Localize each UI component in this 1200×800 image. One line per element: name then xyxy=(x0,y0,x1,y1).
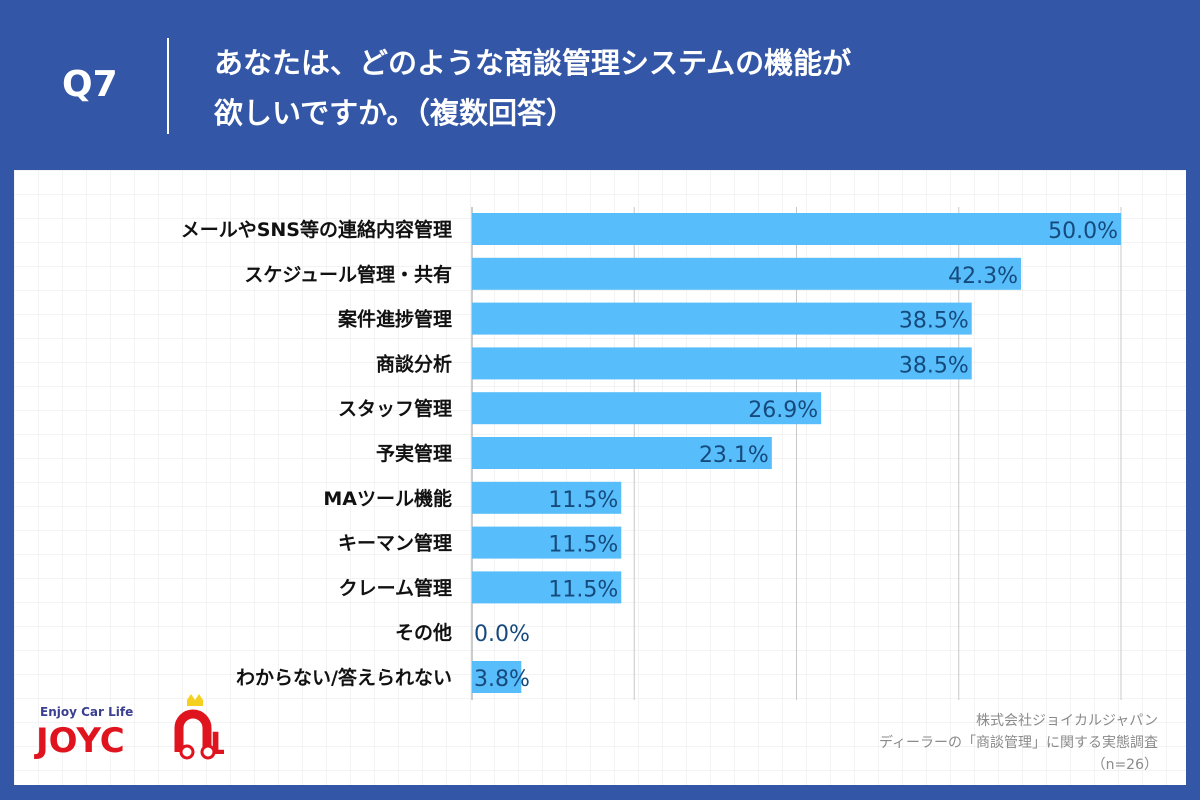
category-label: スタッフ管理 xyxy=(338,397,452,420)
svg-text:JOYC: JOYC xyxy=(34,721,125,761)
svg-text:Enjoy Car Life: Enjoy Car Life xyxy=(40,705,133,719)
page-title: あなたは、どのような商談管理システムの機能が 欲しいですか。（複数回答） xyxy=(214,38,1114,138)
bar xyxy=(472,481,622,514)
value-label: 38.5% xyxy=(899,309,969,334)
survey-name: ディーラーの「商談管理」に関する実態調査 xyxy=(878,735,1158,751)
sample-size: （n=26） xyxy=(1091,757,1158,773)
company-name: 株式会社ジョイカルジャパン xyxy=(976,713,1158,729)
value-label: 42.3% xyxy=(948,264,1018,289)
category-label: クレーム管理 xyxy=(339,576,452,599)
bar xyxy=(472,392,822,425)
category-label: MAツール機能 xyxy=(323,487,452,510)
category-label: 商談分析 xyxy=(376,352,452,375)
value-label: 0.0% xyxy=(474,622,530,647)
value-label: 23.1% xyxy=(699,443,769,468)
value-label: 38.5% xyxy=(899,353,969,378)
bar xyxy=(472,526,622,559)
value-label: 11.5% xyxy=(548,488,618,513)
source-note: 株式会社ジョイカルジャパン ディーラーの「商談管理」に関する実態調査 （n=26… xyxy=(879,710,1158,776)
bar xyxy=(472,302,972,335)
category-label: キーマン管理 xyxy=(338,532,452,555)
value-label: 11.5% xyxy=(548,533,618,558)
bar xyxy=(472,437,772,469)
category-label: メールやSNS等の連絡内容管理 xyxy=(181,218,452,241)
value-label: 11.5% xyxy=(548,577,618,602)
category-label: その他 xyxy=(395,621,452,644)
question-number: Q7 xyxy=(62,64,118,105)
category-label: スケジュール管理・共有 xyxy=(244,263,452,286)
bar xyxy=(472,347,972,380)
title-line-2: 欲しいですか。（複数回答） xyxy=(214,96,576,130)
category-label: 案件進捗管理 xyxy=(337,308,452,331)
value-label: 26.9% xyxy=(748,398,818,423)
bar xyxy=(472,571,622,604)
value-label: 50.0% xyxy=(1048,219,1118,244)
value-label: 3.8% xyxy=(474,667,530,692)
category-label: わからない/答えられない xyxy=(236,666,452,689)
bar xyxy=(472,661,522,693)
bar xyxy=(472,213,1121,245)
svg-text:L: L xyxy=(210,727,224,762)
category-label: 予実管理 xyxy=(376,442,452,465)
bar xyxy=(472,257,1022,290)
title-line-1: あなたは、どのような商談管理システムの機能が xyxy=(214,46,852,80)
divider xyxy=(167,38,169,134)
joycal-logo: Enjoy Car Life JOYC L xyxy=(34,694,224,762)
